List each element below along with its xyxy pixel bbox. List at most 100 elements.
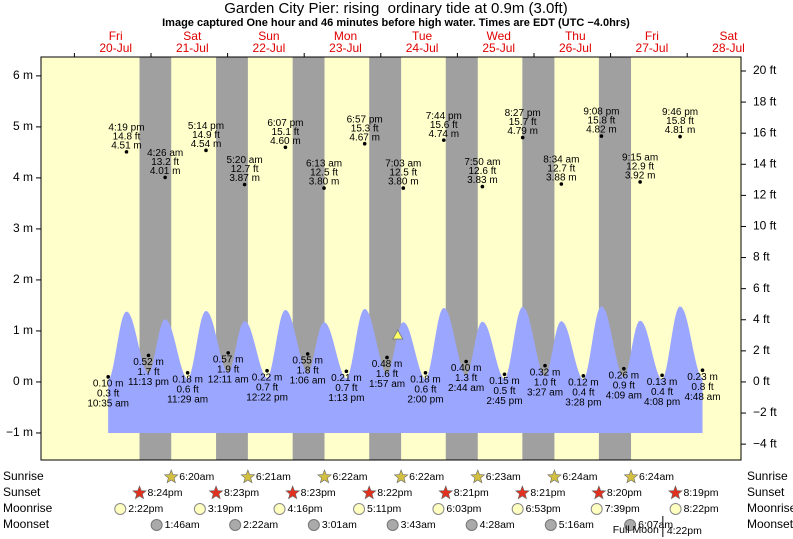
sunset-icon [514, 485, 530, 500]
y-tick-label: 4 m [13, 170, 33, 184]
day-label: Fri [109, 29, 123, 43]
day-label: Sun [258, 29, 279, 43]
sunrise-time: 6:24am [639, 471, 674, 483]
tide-curve [107, 306, 703, 381]
y2-tick-label: −4 ft [753, 436, 777, 450]
moonrise-icon [669, 503, 682, 515]
extreme-time: 8:34 am [543, 155, 579, 166]
row-label-right: Moonset [747, 517, 793, 531]
y2-tick-label: 20 ft [753, 63, 777, 77]
moonset-time: 4:28am [480, 519, 515, 531]
moonset-icon [386, 519, 399, 531]
moonset-icon [229, 519, 242, 531]
extreme-feet: 1.6 ft [376, 369, 398, 380]
extreme-meters: 0.40 m [451, 363, 482, 374]
date-label: 24-Jul [406, 41, 439, 55]
moonrise-time: 4:16pm [288, 503, 323, 515]
sunrise-icon [163, 469, 179, 484]
date-label: 23-Jul [329, 41, 362, 55]
extreme-dot [660, 373, 664, 378]
extreme-time: 5:20 am [227, 155, 263, 166]
extreme-feet: 13.2 ft [151, 157, 179, 168]
moonset-time: 2:22am [243, 519, 278, 531]
extreme-time: 1:13 pm [328, 393, 364, 404]
day-label: Wed [486, 29, 510, 43]
moonrise-icon [114, 503, 127, 515]
extreme-dot [423, 370, 428, 375]
extreme-meters: 3.80 m [388, 177, 419, 188]
extreme-meters: 0.32 m [530, 367, 561, 378]
sunset-time: 8:20pm [607, 487, 642, 499]
moonrise-time: 8:22pm [684, 503, 719, 515]
extreme-dot [700, 368, 705, 373]
moonset-icon [307, 519, 320, 531]
extreme-dot [638, 180, 642, 184]
extreme-meters: 0.26 m [609, 370, 640, 381]
moonrise-time: 2:22pm [128, 503, 163, 515]
day-label: Mon [334, 29, 357, 43]
extreme-meters: 3.80 m [309, 177, 340, 188]
extreme-dot [124, 150, 129, 154]
date-label: 27-Jul [636, 41, 669, 55]
extreme-time: 4:08 pm [644, 397, 680, 408]
full-moon-time: 4:22pm [667, 525, 702, 537]
sunset-icon [438, 485, 454, 500]
extreme-dot [385, 355, 389, 360]
y2-tick-label: 2 ft [753, 343, 770, 357]
extreme-feet: 12.5 ft [389, 168, 417, 179]
moonrise-icon [353, 503, 366, 515]
extreme-meters: 0.10 m [93, 378, 124, 389]
y-tick-label: 1 m [13, 323, 33, 337]
y-tick-label: −1 m [6, 425, 33, 439]
extreme-feet: 0.3 ft [97, 388, 119, 399]
extreme-time: 6:13 am [306, 159, 342, 170]
sunrise-time: 6:22am [333, 471, 368, 483]
moonrise-time: 7:39pm [605, 503, 640, 515]
y2-tick-label: 4 ft [753, 312, 770, 326]
extreme-meters: 0.18 m [410, 374, 441, 385]
extreme-meters: 0.18 m [172, 374, 203, 385]
sunset-time: 8:21pm [530, 487, 565, 499]
extreme-meters: 3.88 m [546, 173, 577, 184]
extreme-time: 6:57 pm [347, 114, 383, 125]
extreme-feet: 0.9 ft [613, 380, 635, 391]
date-label: 20-Jul [99, 41, 132, 55]
y2-tick-label: 14 ft [753, 156, 777, 170]
sunset-icon [591, 485, 607, 500]
sunset-icon [208, 485, 224, 500]
extreme-time: 2:45 pm [486, 396, 522, 407]
extreme-feet: 15.8 ft [666, 116, 694, 127]
moonset-icon [150, 519, 163, 531]
y2-tick-label: 16 ft [753, 125, 777, 139]
extreme-time: 7:03 am [385, 159, 421, 170]
extreme-time: 7:50 am [464, 157, 500, 168]
day-label: Sat [719, 29, 738, 43]
extreme-feet: 15.6 ft [430, 120, 458, 131]
extreme-feet: 0.6 ft [177, 384, 199, 395]
sunrise-icon [470, 469, 486, 484]
extreme-meters: 3.87 m [229, 173, 260, 184]
extreme-dot [185, 370, 190, 375]
extreme-feet: 15.8 ft [588, 116, 616, 127]
sunrise-icon [240, 469, 256, 484]
sunset-time: 8:23pm [224, 487, 259, 499]
sunrise-time: 6:23am [486, 471, 521, 483]
sunrise-time: 6:22am [409, 471, 444, 483]
moonset-time: 1:46am [165, 519, 200, 531]
extreme-feet: 12.9 ft [626, 162, 654, 173]
extreme-meters: 4.74 m [428, 129, 459, 140]
extreme-time: 3:28 pm [565, 397, 601, 408]
moonrise-time: 3:19pm [208, 503, 243, 515]
extreme-time: 11:29 am [167, 394, 208, 405]
extreme-meters: 0.23 m [687, 372, 718, 383]
extreme-time: 9:08 pm [583, 107, 619, 118]
extreme-feet: 15.3 ft [351, 123, 379, 134]
y-tick-label: 5 m [13, 119, 33, 133]
sunrise-time: 6:21am [256, 471, 291, 483]
sunset-icon [361, 485, 377, 500]
y2-tick-label: 8 ft [753, 250, 770, 264]
extreme-dot [599, 134, 604, 138]
extreme-feet: 1.9 ft [217, 365, 239, 376]
extreme-meters: 4.60 m [270, 136, 301, 147]
moonset-icon [624, 519, 637, 531]
